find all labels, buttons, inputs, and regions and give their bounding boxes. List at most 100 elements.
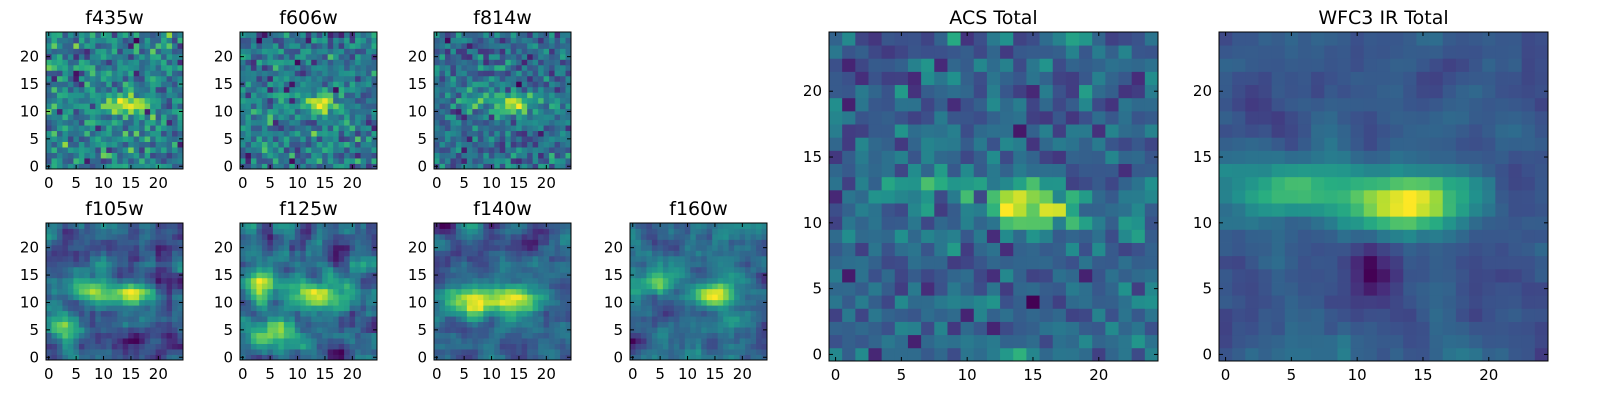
heatmap-cell — [256, 294, 262, 300]
heatmap-cell — [868, 308, 882, 322]
heatmap-cell — [505, 92, 511, 98]
heatmap-cell — [505, 228, 511, 234]
heatmap-cell — [707, 278, 713, 284]
heatmap-cell — [478, 120, 484, 126]
heatmap-cell — [156, 136, 162, 142]
heatmap-cell — [139, 289, 145, 295]
heatmap-cell — [172, 37, 178, 43]
heatmap-cell — [745, 349, 751, 355]
heatmap-cell — [62, 316, 68, 322]
heatmap-cell — [145, 311, 151, 317]
heatmap-cell — [355, 103, 361, 109]
heatmap-cell — [73, 131, 79, 137]
heatmap-cell — [483, 256, 489, 262]
heatmap-cell — [161, 70, 167, 76]
heatmap-cell — [366, 349, 372, 355]
heatmap-cell — [478, 283, 484, 289]
heatmap-cell — [79, 223, 85, 229]
heatmap-cell — [95, 239, 101, 245]
heatmap-cell — [161, 289, 167, 295]
heatmap-cell — [167, 223, 173, 229]
heatmap-cell — [128, 87, 134, 93]
heatmap-cell — [366, 344, 372, 350]
heatmap-cell — [829, 256, 843, 270]
heatmap-cell — [439, 43, 445, 49]
heatmap-cell — [112, 125, 118, 131]
heatmap-cell — [145, 327, 151, 333]
heatmap-cell — [84, 59, 90, 65]
heatmap-cell — [855, 150, 869, 164]
heatmap-cell — [511, 59, 517, 65]
heatmap-cell — [987, 243, 1001, 257]
heatmap-cell — [128, 261, 134, 267]
heatmap-cell — [1145, 256, 1159, 270]
heatmap-cell — [445, 153, 451, 159]
heatmap-cell — [328, 250, 334, 256]
heatmap-cell — [339, 300, 345, 306]
heatmap-cell — [652, 267, 658, 273]
y-tick-label: 15 — [408, 75, 427, 93]
heatmap-cell — [90, 333, 96, 339]
heatmap-cell — [527, 250, 533, 256]
heatmap-cell — [707, 294, 713, 300]
heatmap-cell — [445, 142, 451, 148]
heatmap-cell — [1079, 164, 1093, 178]
heatmap-cell — [79, 54, 85, 60]
heatmap-cell — [445, 87, 451, 93]
heatmap-cell — [538, 87, 544, 93]
heatmap-cell — [522, 300, 528, 306]
heatmap-cell — [544, 76, 550, 82]
heatmap-cell — [646, 333, 652, 339]
heatmap-cell — [339, 349, 345, 355]
heatmap-cell — [355, 109, 361, 115]
heatmap-cell — [663, 223, 669, 229]
heatmap-cell — [240, 125, 246, 131]
heatmap-cell — [522, 153, 528, 159]
heatmap-cell — [262, 125, 268, 131]
heatmap-cell — [489, 48, 495, 54]
heatmap-cell — [855, 269, 869, 283]
heatmap-cell — [560, 37, 566, 43]
heatmap-cell — [908, 269, 922, 283]
heatmap-cell — [284, 48, 290, 54]
heatmap-cell — [128, 300, 134, 306]
heatmap-cell — [134, 76, 140, 82]
heatmap-cell — [646, 267, 652, 273]
heatmap-cell — [295, 278, 301, 284]
heatmap-cell — [139, 327, 145, 333]
heatmap-cell — [690, 316, 696, 322]
heatmap-cell — [472, 48, 478, 54]
heatmap-cell — [322, 37, 328, 43]
heatmap-cell — [172, 245, 178, 251]
heatmap-cell — [51, 256, 57, 262]
heatmap-cell — [646, 300, 652, 306]
heatmap-cell — [322, 338, 328, 344]
heatmap-cell — [311, 147, 317, 153]
heatmap-cell — [134, 125, 140, 131]
heatmap-cell — [90, 294, 96, 300]
heatmap-cell — [311, 142, 317, 148]
heatmap-cell — [560, 120, 566, 126]
heatmap-cell — [172, 311, 178, 317]
heatmap-cell — [328, 311, 334, 317]
heatmap-cell — [251, 81, 257, 87]
heatmap-cell — [134, 294, 140, 300]
heatmap-cell — [538, 32, 544, 38]
heatmap-cell — [555, 54, 561, 60]
heatmap-cell — [344, 322, 350, 328]
heatmap-cell — [300, 223, 306, 229]
heatmap-cell — [934, 308, 948, 322]
heatmap-cell — [350, 109, 356, 115]
heatmap-cell — [284, 70, 290, 76]
heatmap-cell — [478, 261, 484, 267]
heatmap-cell — [842, 308, 856, 322]
heatmap-cell — [344, 289, 350, 295]
heatmap-cell — [172, 136, 178, 142]
heatmap-cell — [740, 344, 746, 350]
heatmap-cell — [267, 228, 273, 234]
heatmap-cell — [317, 32, 323, 38]
heatmap-cell — [117, 81, 123, 87]
heatmap-cell — [445, 322, 451, 328]
heatmap-cell — [278, 153, 284, 159]
heatmap-cell — [95, 109, 101, 115]
